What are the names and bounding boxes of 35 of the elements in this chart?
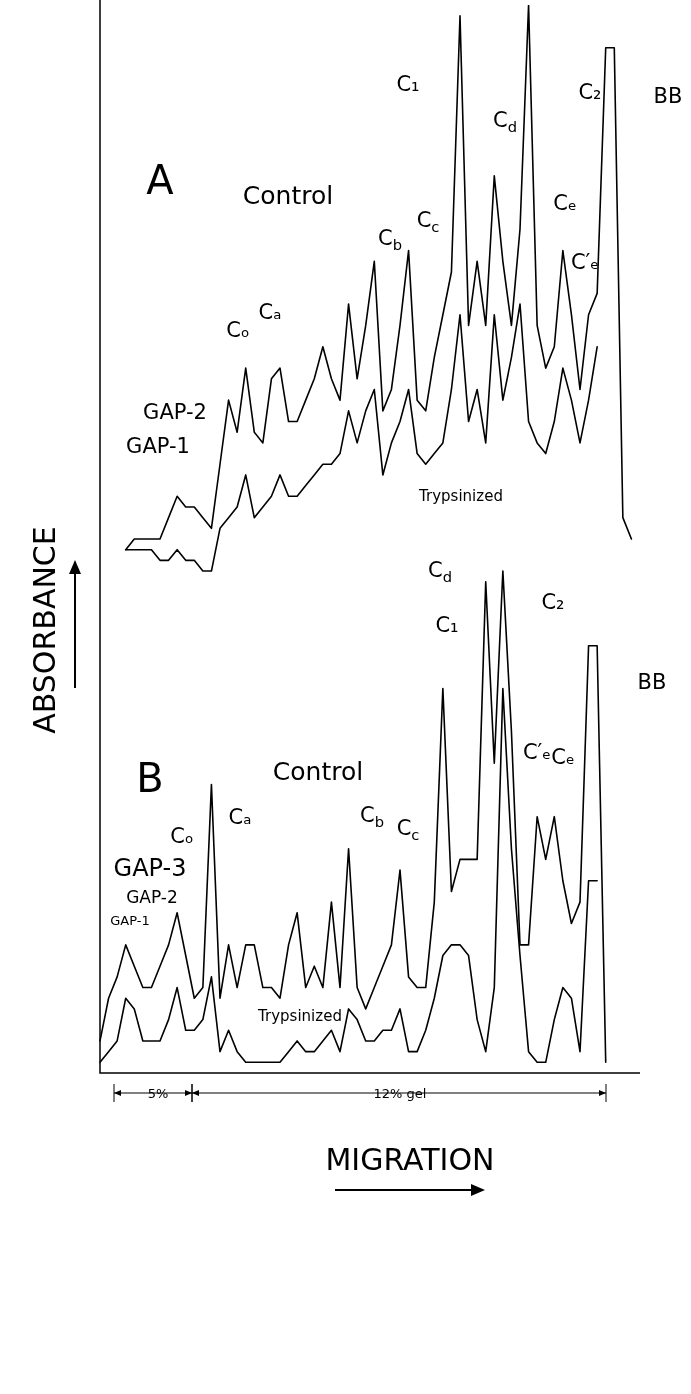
annotation: C$_{c}$ [396, 815, 420, 843]
annotation: C′ₑ [570, 249, 600, 274]
annotation: GAP-2 [126, 886, 178, 907]
annotation: C₂ [541, 589, 565, 614]
annotation: GAP-2 [143, 399, 207, 424]
annotation: BB [637, 669, 667, 694]
annotation: GAP-1 [126, 433, 190, 458]
text: BB [653, 83, 683, 108]
x-axis-title: MIGRATION [325, 1142, 495, 1177]
text: Control [272, 756, 364, 786]
annotation: C$_{b}$ [378, 225, 402, 253]
annotation: C₁ [435, 612, 459, 637]
annotation: Cₒ [226, 317, 250, 342]
annotation: Cₒ [170, 823, 194, 848]
annotation: C₂ [578, 79, 602, 104]
annotation: Cₐ [228, 804, 252, 829]
annotation: C$_{d}$ [428, 557, 452, 585]
y-axis-title: ABSORBANCE [27, 526, 62, 734]
annotation: Cₑ [553, 190, 577, 215]
annotation: C$_{d}$ [493, 107, 517, 135]
annotation: C$_{b}$ [360, 802, 384, 830]
annotation: Cₐ [258, 299, 282, 324]
annotation: C$_{c}$ [416, 207, 440, 235]
series-label: Trypsinized [258, 1006, 342, 1025]
annotation: Cₑ [551, 744, 575, 769]
annotation: A [146, 157, 174, 203]
text: 12% gel [373, 1085, 427, 1101]
annotation: GAP-1 [110, 912, 150, 928]
annotation: C₁ [396, 71, 420, 96]
series-label: Trypsinized [419, 486, 503, 505]
annotation: C′ₑ [522, 739, 552, 764]
annotation: B [136, 755, 164, 801]
text: Control [242, 180, 334, 210]
annotation: GAP-3 [113, 854, 187, 882]
text: 5% [147, 1085, 169, 1101]
